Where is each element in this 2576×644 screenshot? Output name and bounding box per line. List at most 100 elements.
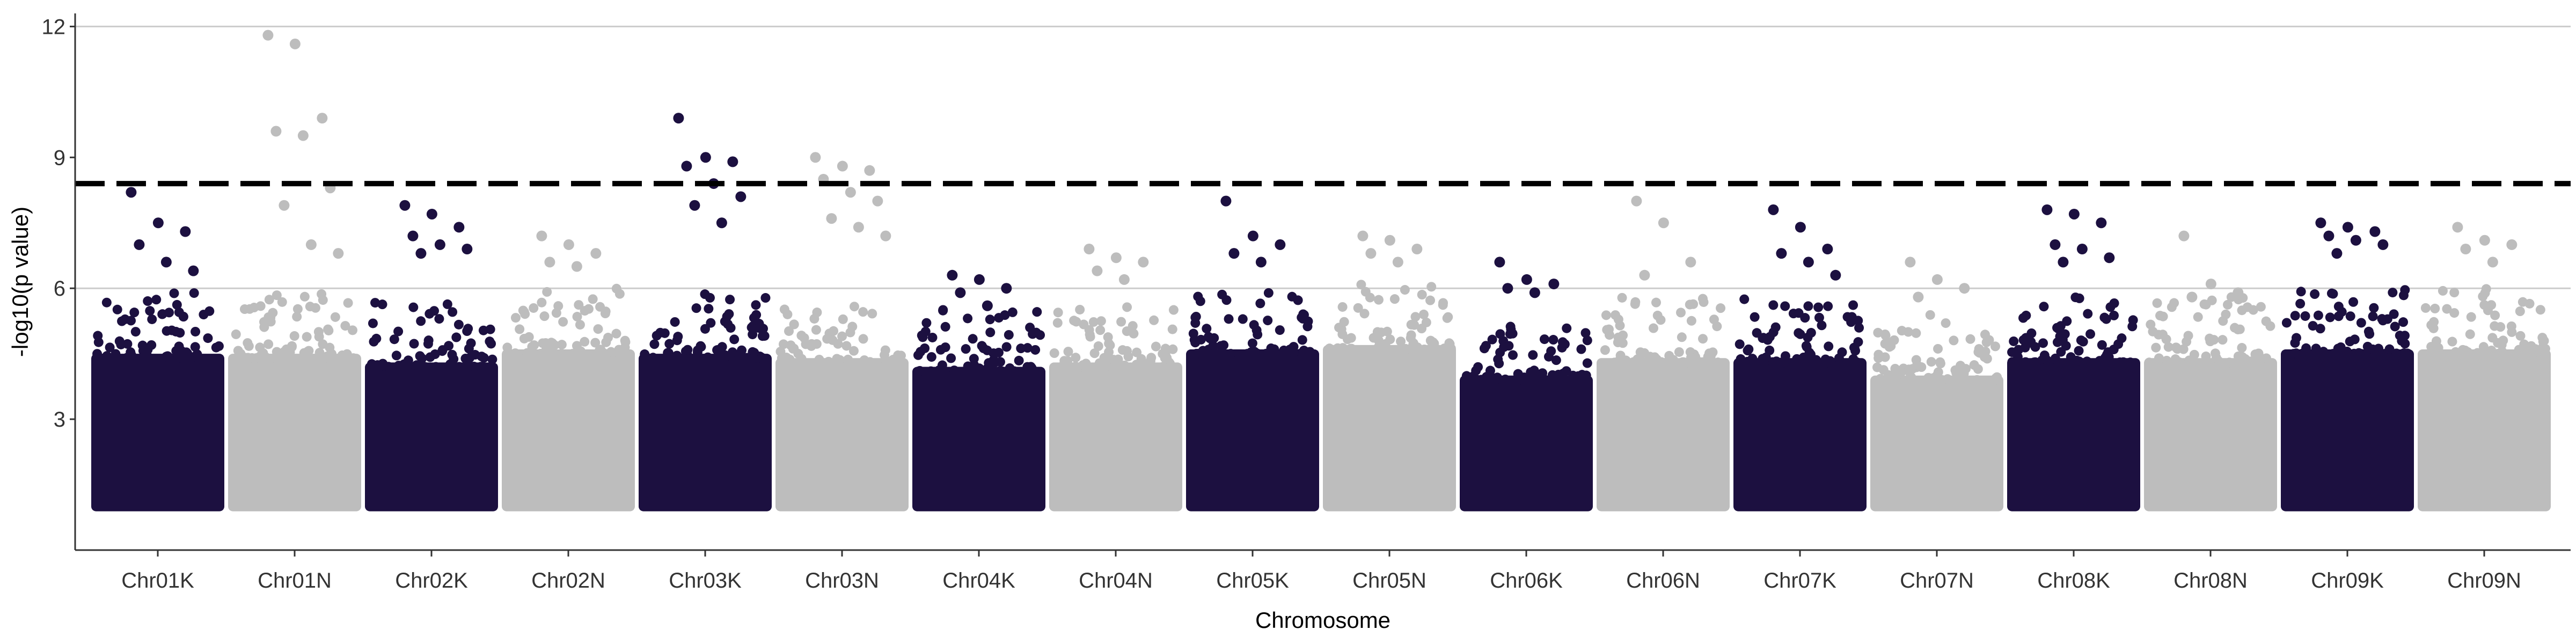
data-point — [1875, 374, 1885, 384]
top-hit-point — [982, 300, 993, 311]
data-point — [1007, 307, 1018, 317]
data-point — [822, 334, 832, 344]
data-point — [1324, 343, 1335, 354]
data-point — [652, 331, 662, 341]
data-point — [1618, 330, 1628, 340]
data-point — [325, 342, 335, 353]
data-point — [2472, 348, 2483, 358]
data-point — [1752, 328, 1762, 338]
data-point — [985, 327, 996, 338]
x-tick-label: Chr08K — [2037, 569, 2110, 592]
point-cloud — [228, 354, 361, 511]
x-tick-label: Chr02N — [531, 569, 605, 592]
data-point — [2368, 311, 2378, 321]
data-point — [2515, 306, 2525, 317]
data-point — [1800, 313, 1810, 323]
data-point — [2109, 310, 2119, 320]
data-point — [2085, 329, 2096, 339]
data-point — [2009, 336, 2019, 346]
x-tick-label: Chr05N — [1352, 569, 1426, 592]
data-point — [2297, 348, 2308, 358]
data-point — [1353, 303, 1363, 313]
data-point — [2537, 333, 2548, 343]
data-point — [372, 360, 383, 370]
top-hit-point — [305, 239, 317, 250]
top-hit-point — [1494, 257, 1505, 268]
data-point — [2397, 336, 2407, 346]
data-point — [1885, 338, 1895, 348]
data-point — [1949, 335, 1959, 346]
data-point — [2426, 342, 2436, 352]
data-point — [811, 325, 821, 335]
top-hit-point — [2058, 257, 2069, 268]
data-point — [946, 353, 956, 363]
data-point — [2308, 321, 2318, 331]
data-point — [969, 354, 979, 364]
data-point — [2333, 343, 2343, 354]
data-point — [2365, 329, 2375, 339]
data-point — [169, 288, 179, 298]
data-point — [1396, 336, 1406, 347]
data-point — [292, 304, 303, 314]
data-point — [1854, 323, 1864, 333]
data-point — [1557, 337, 1568, 347]
x-tick-label: Chr06N — [1626, 569, 1700, 592]
data-point — [1191, 349, 1202, 359]
data-point — [292, 312, 302, 322]
data-point — [129, 308, 140, 318]
top-hit-point — [544, 257, 555, 268]
data-point — [1925, 310, 1935, 320]
data-point — [1446, 343, 1456, 354]
data-point — [2097, 357, 2107, 368]
data-point — [2070, 292, 2081, 303]
data-point — [1208, 341, 1218, 351]
data-point — [1499, 342, 1509, 352]
data-point — [691, 303, 701, 313]
data-point — [417, 353, 427, 363]
data-point — [1688, 299, 1699, 309]
data-point — [2105, 302, 2116, 312]
data-point — [1093, 341, 1103, 352]
top-hit-point — [1830, 269, 1841, 281]
data-point — [670, 317, 680, 327]
data-point — [574, 300, 584, 310]
data-point — [1249, 320, 1259, 330]
data-point — [1674, 347, 1684, 357]
data-point — [758, 324, 769, 334]
data-point — [1099, 353, 1109, 363]
data-point — [1014, 355, 1024, 365]
point-cloud — [1460, 375, 1593, 511]
top-hit-point — [727, 156, 738, 167]
data-point — [2522, 349, 2532, 359]
data-point — [2007, 347, 2017, 357]
data-point — [2167, 302, 2177, 312]
data-point — [990, 357, 1000, 367]
top-hit-point — [1392, 257, 1403, 268]
data-point — [1188, 328, 1198, 339]
top-hit-point — [2233, 287, 2244, 298]
top-hit-point — [1822, 244, 1833, 255]
data-point — [845, 327, 855, 338]
data-point — [724, 309, 734, 319]
data-point — [1716, 303, 1726, 313]
top-hit-point — [134, 239, 145, 250]
data-point — [1117, 362, 1128, 372]
data-point — [859, 355, 869, 365]
data-point — [1057, 361, 1067, 371]
data-point — [1400, 285, 1410, 295]
data-point — [1487, 334, 1497, 345]
data-point — [727, 347, 737, 357]
data-point — [2189, 349, 2199, 360]
data-point — [921, 318, 932, 328]
data-point — [823, 356, 833, 367]
data-point — [298, 353, 309, 363]
data-point — [1662, 357, 1672, 368]
data-point — [2038, 338, 2048, 348]
data-point — [1116, 317, 1126, 327]
data-point — [706, 318, 716, 328]
data-point — [409, 339, 419, 349]
top-hit-point — [853, 222, 864, 233]
data-point — [1935, 358, 1945, 369]
data-point — [178, 312, 188, 322]
data-point — [786, 340, 796, 350]
